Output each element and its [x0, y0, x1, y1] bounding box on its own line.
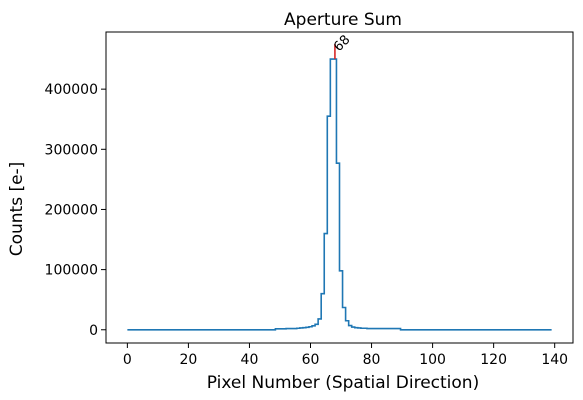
- y-tick-label: 400000: [45, 82, 98, 98]
- x-axis: 0 20 40 60 80 100 120 140: [123, 343, 568, 368]
- series-line: [127, 58, 552, 331]
- x-tick-label: 60: [302, 352, 320, 368]
- x-tick-label: 80: [363, 352, 381, 368]
- y-tick-label: 300000: [45, 142, 98, 158]
- chart-title: Aperture Sum: [284, 10, 402, 30]
- y-tick-label: 0: [89, 323, 98, 339]
- x-axis-label: Pixel Number (Spatial Direction): [207, 373, 479, 393]
- axes-frame: [105, 31, 574, 344]
- y-axis: 0 100000 200000 300000 400000: [45, 82, 106, 339]
- y-tick-label: 200000: [45, 202, 98, 218]
- x-tick-label: 140: [541, 352, 568, 368]
- x-tick-label: 0: [123, 352, 132, 368]
- y-tick-label: 100000: [45, 263, 98, 279]
- y-axis-label: Counts [e-]: [7, 162, 27, 257]
- x-tick-label: 100: [419, 352, 446, 368]
- x-tick-label: 20: [179, 352, 197, 368]
- plot-area: 68: [127, 33, 552, 331]
- x-tick-label: 40: [241, 352, 259, 368]
- x-tick-label: 120: [480, 352, 507, 368]
